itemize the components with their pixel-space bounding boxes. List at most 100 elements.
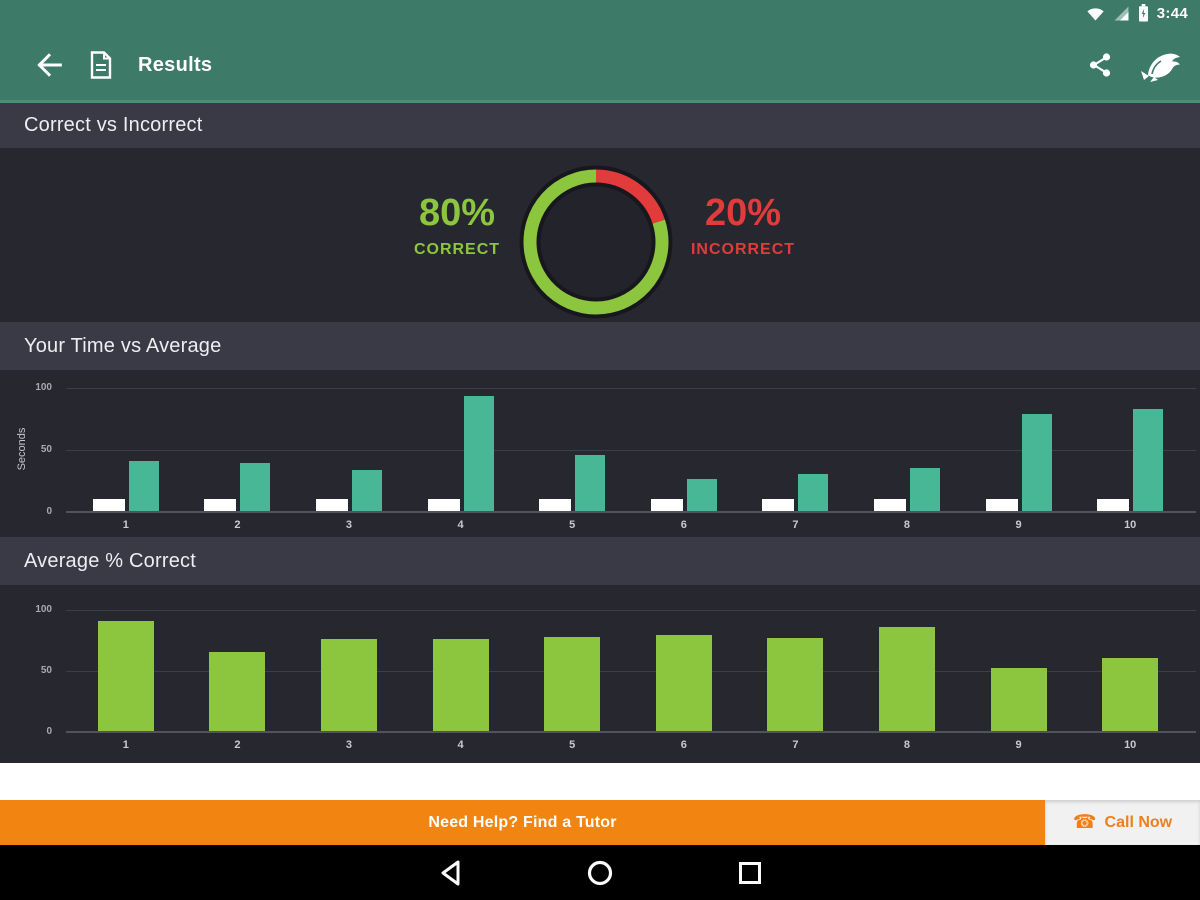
bar-group [963,585,1075,731]
y-axis-tick: 100 [35,382,52,393]
y-axis-tick: 50 [40,665,52,676]
bar-average-correct [878,627,935,731]
bar-your-time [539,499,572,511]
average-percent-correct-bar-chart: 0 50 100 1 2 3 4 5 6 7 8 9 10 [0,585,1200,763]
bar-average-correct [320,639,377,731]
bar-your-time [873,499,906,511]
x-axis-category-label: 5 [569,519,576,531]
bar-your-time [1097,499,1130,511]
bar-average [575,455,606,511]
y-axis-tick: 100 [35,604,52,615]
y-axis-tick: 0 [46,506,52,517]
bar-average [1133,409,1164,511]
correct-stat: 80% CORRECT [392,194,522,259]
bar-average [351,470,382,511]
bar-group [1074,585,1186,731]
find-tutor-banner[interactable]: Need Help? Find a Tutor [0,800,1045,845]
bar-average-correct [767,638,824,731]
call-now-button[interactable]: ☎ Call Now [1045,800,1200,845]
document-icon [90,51,112,79]
call-now-label: Call Now [1104,813,1173,831]
bar-group [740,585,852,731]
time-vs-average-bar-chart: 0 50 100 Seconds 1 2 3 4 5 6 7 8 9 10 [0,370,1200,537]
bar-group [405,370,517,511]
x-axis-category-label: 1 [122,519,129,531]
bar-group [182,370,294,511]
donut-panel: 80% CORRECT 20% INCORRECT [0,148,1200,322]
cellular-signal-icon [1113,5,1130,22]
find-tutor-label: Need Help? Find a Tutor [428,813,617,831]
x-axis-category-label: 7 [792,739,799,751]
bar-your-time [204,499,237,511]
section-title: Your Time vs Average [24,334,222,357]
x-axis-category-label: 6 [680,519,687,531]
bar-group [740,370,852,511]
incorrect-label: INCORRECT [690,241,796,258]
bar-group [963,370,1075,511]
x-axis-category-label: 2 [234,519,241,531]
bar-group [628,585,740,731]
bar-group [628,370,740,511]
bar-average [240,463,271,511]
bar-your-time [92,499,125,511]
bar-group [70,370,182,511]
battery-charging-icon [1138,4,1149,22]
bar-group [293,585,405,731]
x-axis-category-label: 4 [457,519,464,531]
section-title: Average % Correct [24,549,196,572]
y-axis-label: Seconds [16,427,28,471]
x-axis-category-label: 4 [457,739,464,751]
jumping-fish-logo-icon[interactable] [1140,47,1182,83]
bar-average [128,461,159,511]
nav-back-icon[interactable] [437,859,465,887]
content-background-strip [0,763,1200,800]
incorrect-percent: 20% [704,192,782,234]
x-axis-category-label: 8 [903,739,911,751]
time-vs-average-chart-panel: 0 50 100 Seconds 1 2 3 4 5 6 7 8 9 10 [0,370,1200,537]
x-axis-line [66,731,1196,733]
page-title: Results [138,53,213,76]
bar-average-correct [544,637,601,731]
bar-average [463,396,494,511]
x-axis-category-label: 2 [234,739,241,751]
bar-your-time [762,499,795,511]
nav-recents-icon[interactable] [736,859,764,887]
x-axis-category-label: 7 [792,519,799,531]
bar-average-correct [1102,658,1159,731]
bar-average [798,474,829,511]
y-axis-tick: 50 [40,444,52,455]
x-axis-category-label: 10 [1124,739,1137,751]
x-axis-category-label: 6 [680,739,687,751]
bar-average-correct [990,668,1047,731]
bar-your-time [315,499,348,511]
incorrect-stat: 20% INCORRECT [668,194,818,259]
bar-average [686,479,717,511]
telephone-icon: ☎ [1072,812,1097,833]
bar-your-time [650,499,683,511]
x-axis-category-label: 3 [345,739,353,751]
nav-home-icon[interactable] [586,859,614,887]
x-axis-category-label: 10 [1124,519,1137,531]
android-navigation-bar [0,845,1200,900]
clock-time: 3:44 [1156,4,1188,22]
correct-percent: 80% [418,192,496,234]
share-icon[interactable] [1088,52,1112,78]
x-axis-category-label: 8 [903,519,911,531]
bar-group [516,585,628,731]
bar-group [516,370,628,511]
status-bar: 3:44 [0,0,1200,30]
bar-average-correct [432,639,489,731]
section-title: Correct vs Incorrect [24,114,203,136]
x-axis-category-label: 1 [122,739,129,751]
bar-group [851,370,963,511]
wifi-icon [1086,5,1105,22]
bar-group [851,585,963,731]
section-header-average-percent-correct: Average % Correct [0,537,1200,585]
correct-label: CORRECT [413,241,501,258]
y-axis-tick: 0 [46,726,52,737]
back-arrow-icon[interactable] [34,51,64,79]
bar-your-time [427,499,460,511]
x-axis-line [66,511,1196,513]
x-axis-category-label: 5 [569,739,576,751]
bar-average-correct [209,652,266,731]
